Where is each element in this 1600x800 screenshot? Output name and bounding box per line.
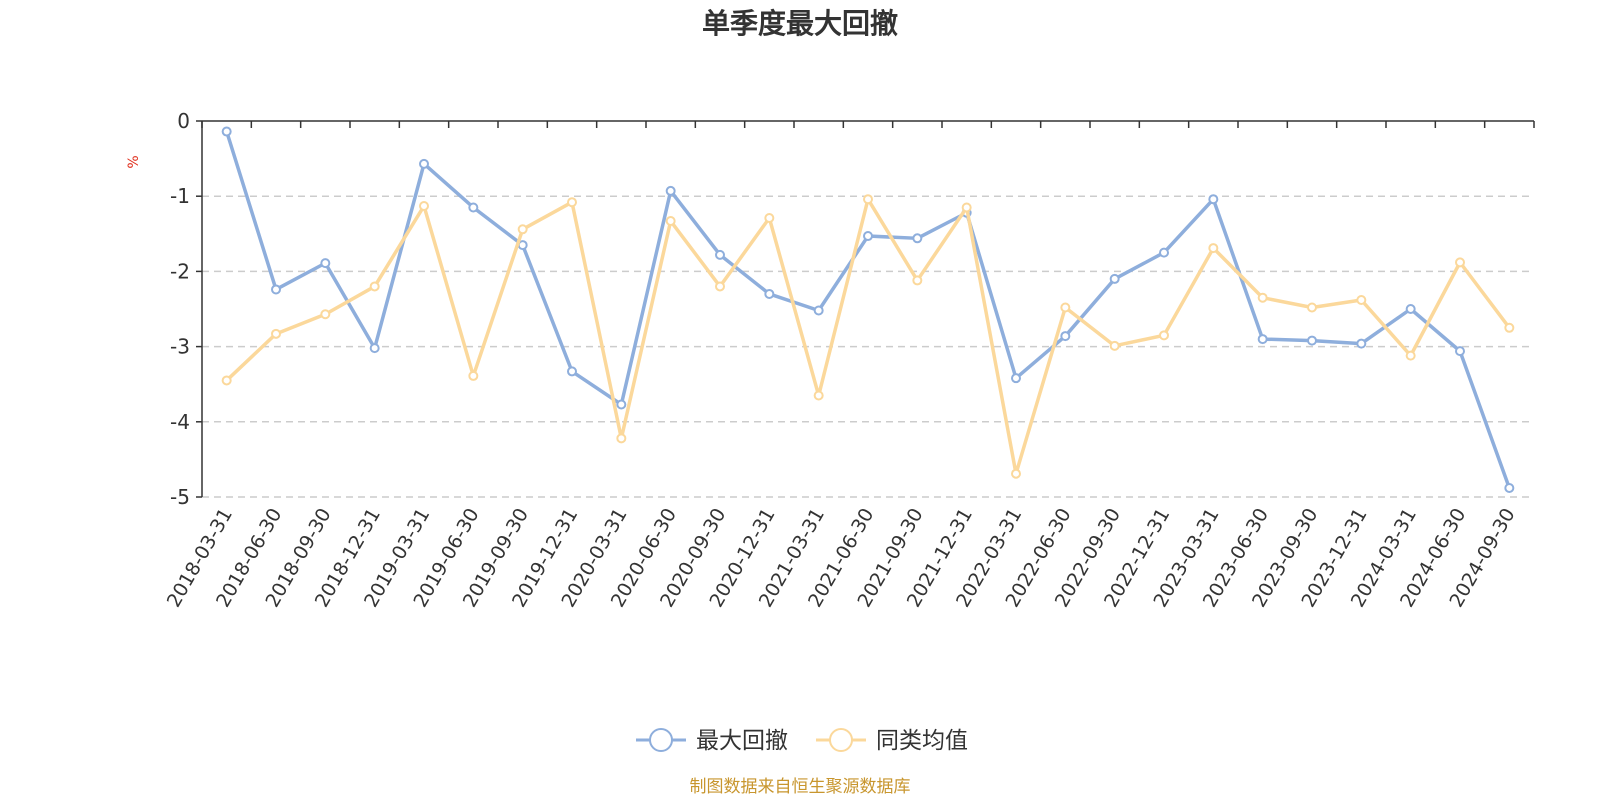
data-point <box>863 194 873 205</box>
data-point <box>1307 335 1317 346</box>
legend[interactable]: 最大回撤 同类均值 <box>636 728 968 754</box>
legend-label: 最大回撤 <box>696 728 788 754</box>
data-point <box>369 343 380 354</box>
data-point <box>369 281 380 292</box>
data-point <box>517 224 528 235</box>
data-point <box>764 213 775 224</box>
data-point <box>567 366 577 377</box>
data-point <box>1405 304 1416 314</box>
y-tick-label: -5 <box>170 485 190 509</box>
data-point <box>1011 468 1021 479</box>
y-tick-labels: 0 -1 -2 -3 -4 -5 <box>170 109 190 509</box>
legend-marker <box>649 728 673 752</box>
data-point <box>1060 331 1071 342</box>
legend-marker <box>829 728 853 752</box>
data-point <box>1109 340 1120 351</box>
y-tick-label: 0 <box>177 109 190 133</box>
data-point <box>1257 292 1268 303</box>
data-point <box>468 202 479 213</box>
y-tick-label: -3 <box>170 335 190 359</box>
data-point <box>1011 373 1021 384</box>
data-point <box>715 249 725 260</box>
data-point <box>1504 482 1515 493</box>
data-point <box>813 305 824 316</box>
data-point <box>1455 346 1465 357</box>
data-point <box>616 399 627 410</box>
legend-item-2[interactable]: 同类均值 <box>816 728 968 754</box>
data-point <box>715 281 725 292</box>
data-point <box>1356 338 1367 349</box>
data-point <box>1159 247 1169 258</box>
data-point <box>1356 294 1367 305</box>
chart-title: 单季度最大回撤 <box>702 7 898 40</box>
data-point <box>912 233 923 244</box>
axes <box>196 120 1535 498</box>
data-point <box>1060 302 1071 313</box>
legend-label: 同类均值 <box>876 728 968 754</box>
data-point <box>567 197 577 208</box>
data-point <box>468 370 479 381</box>
y-tick-label: -1 <box>170 184 190 208</box>
data-point <box>665 185 676 196</box>
data-point <box>616 433 627 444</box>
y-tick-label: -4 <box>170 410 190 434</box>
y-tick-label: -2 <box>170 259 190 283</box>
data-point <box>1109 273 1120 284</box>
data-point <box>665 216 676 227</box>
data-point <box>813 390 824 401</box>
data-point <box>320 309 331 320</box>
data-point <box>961 202 972 213</box>
data-point <box>1159 330 1169 341</box>
data-point <box>1208 243 1219 254</box>
y-axis-unit: % <box>126 155 142 168</box>
data-point <box>221 375 232 386</box>
data-point <box>1504 322 1515 333</box>
data-point <box>1405 350 1416 361</box>
grid-lines <box>202 195 1534 498</box>
data-point <box>1307 302 1317 313</box>
data-point <box>419 200 429 211</box>
series-group <box>221 126 1515 493</box>
data-point <box>912 275 923 286</box>
data-point <box>863 231 873 242</box>
x-tick-labels: 2018-03-312018-06-302018-09-302018-12-31… <box>163 504 1520 611</box>
data-point <box>1257 334 1268 345</box>
data-point <box>271 284 281 295</box>
data-point <box>221 126 232 137</box>
data-point <box>1455 257 1465 268</box>
data-point <box>419 158 429 169</box>
data-point <box>1208 194 1219 205</box>
data-point <box>764 288 775 299</box>
series-line-1 <box>224 131 1511 489</box>
legend-item-1[interactable]: 最大回撤 <box>636 728 788 754</box>
data-point <box>320 258 331 269</box>
data-source-note: 制图数据来自恒生聚源数据库 <box>690 777 911 797</box>
data-point <box>271 328 281 339</box>
